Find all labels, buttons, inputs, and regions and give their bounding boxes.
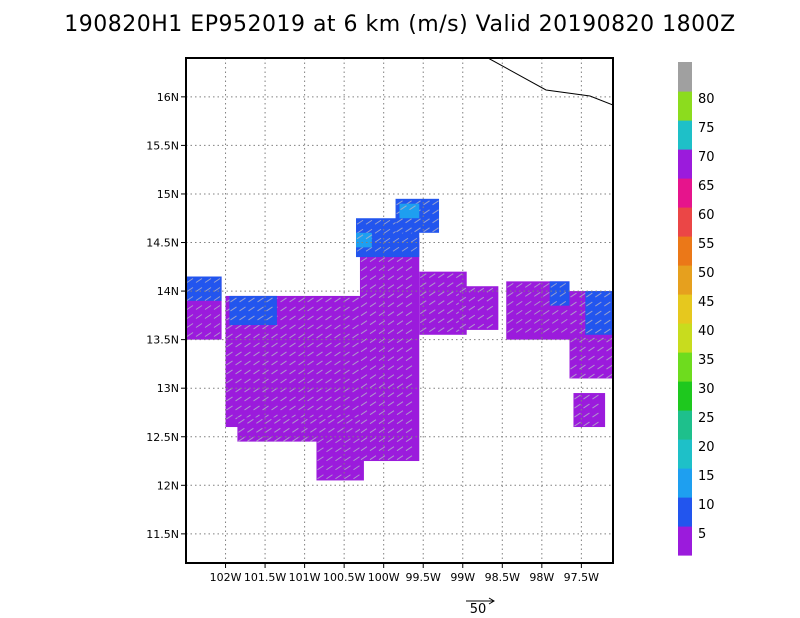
wind-region-9 <box>573 393 606 428</box>
colorbar-segment-1 <box>678 497 692 527</box>
colorbar-label-25: 25 <box>698 411 715 426</box>
colorbar-segment-10 <box>678 236 692 266</box>
x-tick-label-4: 100W <box>368 571 400 584</box>
colorbar-segment-2 <box>678 468 692 498</box>
y-tick-label-9: 16N <box>157 91 179 104</box>
colorbar-label-20: 20 <box>698 440 715 455</box>
colorbar-label-5: 5 <box>698 527 706 542</box>
x-tick-label-2: 101W <box>289 571 321 584</box>
axis-ticks: 102W 101.5W 101W 100.5W 100W 99.5W 99W 98.5W 98W… <box>146 91 599 584</box>
colorbar-segment-13 <box>678 149 692 179</box>
wind-region-16 <box>356 232 372 248</box>
colorbar-segment-9 <box>678 265 692 295</box>
colorbar-label-80: 80 <box>698 92 715 107</box>
colorbar-label-55: 55 <box>698 237 715 252</box>
wind-region-17 <box>399 203 420 219</box>
y-tick-label-1: 12N <box>157 479 179 492</box>
wind-region-4 <box>359 237 420 462</box>
colorbar-label-15: 15 <box>698 469 715 484</box>
colorbar-segment-11 <box>678 207 692 237</box>
x-tick-label-1: 101.5W <box>244 571 286 584</box>
colorbar-label-50: 50 <box>698 266 715 281</box>
y-tick-label-3: 13N <box>157 382 179 395</box>
colorbar-label-70: 70 <box>698 150 715 165</box>
x-tick-label-9: 97.5W <box>564 571 599 584</box>
y-tick-label-7: 15N <box>157 188 179 201</box>
x-tick-label-7: 98.5W <box>485 571 520 584</box>
colorbar-segment-14 <box>678 120 692 150</box>
x-tick-label-5: 99.5W <box>406 571 441 584</box>
colorbar-segment-16 <box>678 62 692 92</box>
wind-region-6 <box>458 286 499 330</box>
y-tick-label-6: 14.5N <box>146 237 179 250</box>
colorbar-label-35: 35 <box>698 353 715 368</box>
y-tick-label-4: 13.5N <box>146 334 179 347</box>
colorbar-label-65: 65 <box>698 179 715 194</box>
colorbar-segment-3 <box>678 439 692 469</box>
x-tick-label-3: 100.5W <box>323 571 365 584</box>
wind-region-14 <box>549 281 570 306</box>
colorbar-label-10: 10 <box>698 498 715 513</box>
colorbar-label-30: 30 <box>698 382 715 397</box>
colorbar-label-45: 45 <box>698 295 715 310</box>
colorbar-segment-7 <box>678 323 692 353</box>
grid <box>186 58 613 563</box>
x-tick-label-6: 99W <box>450 571 475 584</box>
colorbar-segment-5 <box>678 381 692 411</box>
x-tick-label-8: 98W <box>529 571 554 584</box>
colorbar-label-40: 40 <box>698 324 715 339</box>
colorbar-segment-0 <box>678 526 692 556</box>
colorbar-segment-12 <box>678 178 692 208</box>
y-tick-label-8: 15.5N <box>146 139 179 152</box>
coastline <box>487 58 613 106</box>
y-tick-label-0: 11.5N <box>146 528 179 541</box>
y-tick-label-2: 12.5N <box>146 431 179 444</box>
coastline-line <box>487 58 613 106</box>
colorbar-segment-15 <box>678 91 692 121</box>
colorbar-label-75: 75 <box>698 121 715 136</box>
plot-frame <box>185 57 614 564</box>
x-tick-label-0: 102W <box>210 571 242 584</box>
reference-vector-arrowhead <box>488 597 495 605</box>
colorbar-segment-6 <box>678 352 692 382</box>
reference-vector-label: 50 <box>470 602 487 617</box>
colorbar-segment-4 <box>678 410 692 440</box>
colorbar-segment-8 <box>678 294 692 324</box>
wind-field <box>186 198 613 481</box>
reference-vector: 50 <box>466 597 495 617</box>
y-tick-label-5: 14N <box>157 285 179 298</box>
chart-title: 190820H1 EP952019 at 6 km (m/s) Valid 20… <box>64 12 736 37</box>
colorbar: 5 10 15 20 25 30 35 40 45 50 55 60 65 70 75 80 <box>678 62 715 556</box>
colorbar-label-60: 60 <box>698 208 715 223</box>
